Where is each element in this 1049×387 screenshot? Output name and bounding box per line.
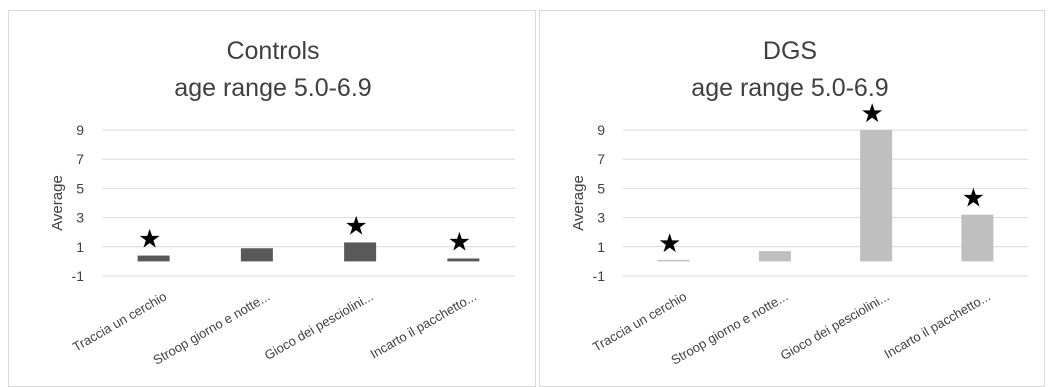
y-tick-label: -1 (72, 268, 85, 284)
bar (137, 255, 170, 262)
chart-title-line: Controls (226, 37, 319, 65)
chart-panel-controls: Controls age range 5.0-6.9 -1 1 3 5 7 9 Average ★… (8, 10, 536, 387)
x-category-label: Incarto il pacchetto... (367, 289, 478, 362)
y-tick-label: -1 (593, 268, 606, 284)
significance-star: ★ (962, 184, 985, 214)
chart-title-line: age range 5.0-6.9 (691, 74, 888, 102)
significance-star: ★ (860, 99, 883, 129)
x-category-label: Gioco dei pesciolini... (262, 289, 376, 363)
y-tick-label: 1 (76, 239, 84, 255)
y-tick-label: 5 (597, 180, 605, 196)
bar (961, 214, 994, 262)
y-tick-label: 1 (597, 239, 605, 255)
x-category-label: Stroop giorno e notte... (150, 289, 272, 368)
x-category-label: Traccia un cerchio (590, 289, 689, 355)
chart-controls: Controls age range 5.0-6.9 -1 1 3 5 7 9 Average ★… (49, 37, 515, 368)
y-axis-label: Average (570, 175, 587, 231)
y-tick-label: 9 (76, 122, 84, 138)
bar (860, 130, 893, 262)
bar (657, 259, 690, 262)
significance-star: ★ (658, 229, 681, 259)
significance-star: ★ (344, 211, 367, 241)
chart-dgs: DGS age range 5.0-6.9 -1 1 3 5 7 9 Average ★ Tracc… (570, 37, 1028, 368)
bar (758, 251, 791, 262)
bar (447, 258, 480, 262)
x-category-label: Incarto il pacchetto... (881, 289, 992, 362)
y-tick-label: 3 (597, 210, 605, 226)
x-category-label: Traccia un cerchio (70, 289, 169, 355)
chart-panel-dgs: DGS age range 5.0-6.9 -1 1 3 5 7 9 Average ★ Tracc… (539, 10, 1045, 387)
chart-title-line: DGS (763, 37, 817, 65)
bar (240, 248, 273, 262)
y-tick-label: 9 (597, 122, 605, 138)
y-tick-label: 5 (76, 180, 84, 196)
significance-star: ★ (138, 225, 161, 255)
chart-title-line: age range 5.0-6.9 (174, 74, 371, 102)
x-category-label: Gioco dei pesciolini... (778, 289, 892, 363)
y-axis-label: Average (49, 175, 66, 231)
y-tick-label: 7 (597, 151, 605, 167)
y-tick-label: 7 (76, 151, 84, 167)
bar (344, 242, 377, 262)
significance-star: ★ (448, 227, 471, 257)
y-tick-label: 3 (76, 210, 84, 226)
